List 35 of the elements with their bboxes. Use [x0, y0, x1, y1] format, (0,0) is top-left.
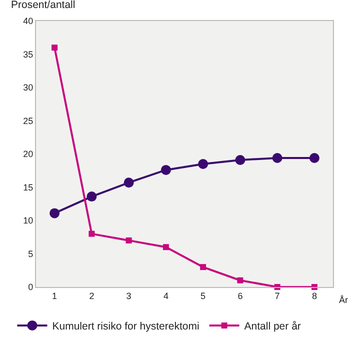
- point: [309, 152, 320, 163]
- point: [50, 208, 60, 218]
- point: [52, 44, 58, 51]
- point: [235, 154, 246, 165]
- y-tick-label: 5: [28, 248, 34, 259]
- y-tick-label: 0: [28, 282, 34, 292]
- y-axis-title: Prosent/antall: [11, 0, 76, 11]
- point: [126, 237, 132, 244]
- point: [86, 192, 97, 202]
- point: [88, 230, 95, 237]
- x-axis-title: År: [339, 295, 348, 305]
- x-tick-label: 5: [200, 290, 206, 301]
- y-tick-label: 20: [23, 149, 34, 160]
- point: [200, 264, 206, 270]
- y-tick-label: 15: [23, 182, 34, 192]
- y-tick-label: 25: [23, 116, 34, 126]
- x-tick-label: 3: [126, 290, 132, 301]
- x-tick-label: 2: [89, 290, 94, 301]
- legend-label: Kumulert risiko for hysterektomi: [52, 320, 200, 333]
- point: [124, 178, 134, 188]
- x-tick-label: 8: [312, 290, 317, 301]
- x-tick-label: 6: [238, 290, 243, 301]
- x-tick-label: 1: [52, 290, 58, 301]
- point: [272, 152, 282, 163]
- y-tick-label: 35: [23, 49, 34, 60]
- point: [198, 158, 208, 169]
- point: [162, 244, 169, 250]
- y-tick-label: 10: [23, 216, 34, 226]
- y-tick-label: 40: [23, 16, 34, 26]
- point: [237, 277, 244, 284]
- x-tick-label: 7: [274, 290, 280, 301]
- point: [160, 164, 171, 175]
- x-tick-label: 4: [163, 290, 168, 301]
- y-tick-label: 30: [23, 82, 34, 93]
- legend-label: Antall per år: [244, 320, 302, 333]
